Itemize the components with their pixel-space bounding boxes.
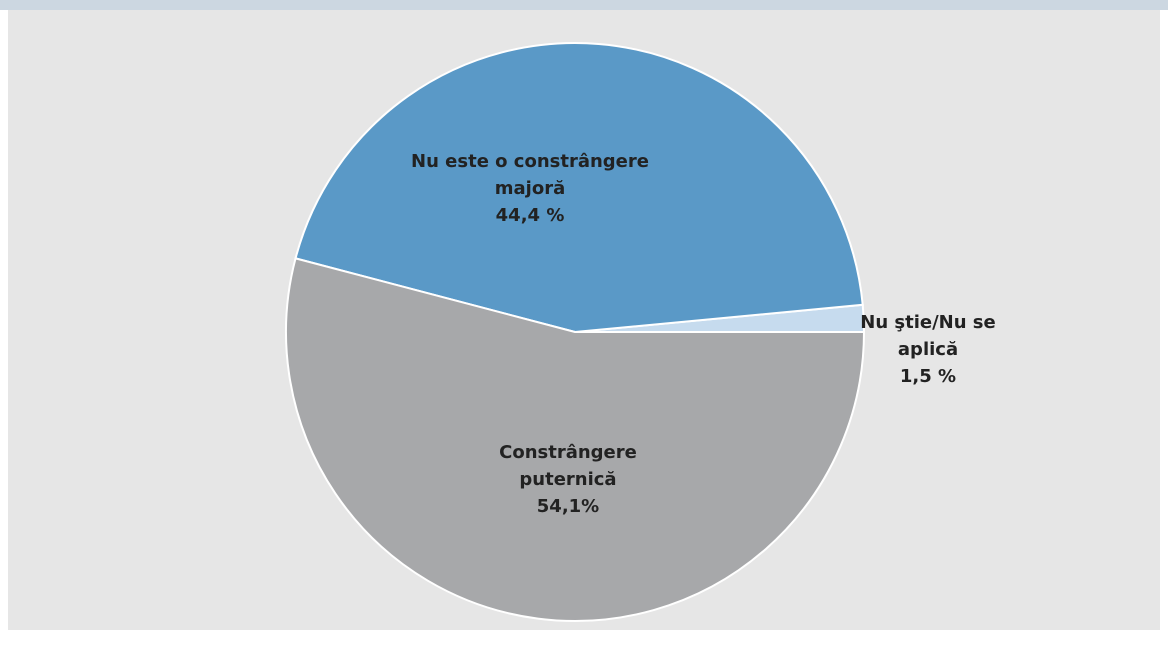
value-label: 54,1% [536,496,600,517]
pie-slice [285,257,866,622]
slice-label: Nu este o constrângere majoră 44,4 % [390,148,670,229]
category-label: Nu ştie/Nu se aplică [860,312,996,360]
pie-slice [294,42,864,334]
slice-label: Constrângere puternică 54,1% [473,439,663,520]
value-label: 44,4 % [495,205,565,226]
category-label: Constrângere puternică [499,442,637,490]
value-label: 1,5 % [899,366,957,387]
category-label: Nu este o constrângere majoră [411,151,649,199]
top-band [0,0,1168,10]
slice-label: Nu ştie/Nu se aplică 1,5 % [858,309,998,390]
